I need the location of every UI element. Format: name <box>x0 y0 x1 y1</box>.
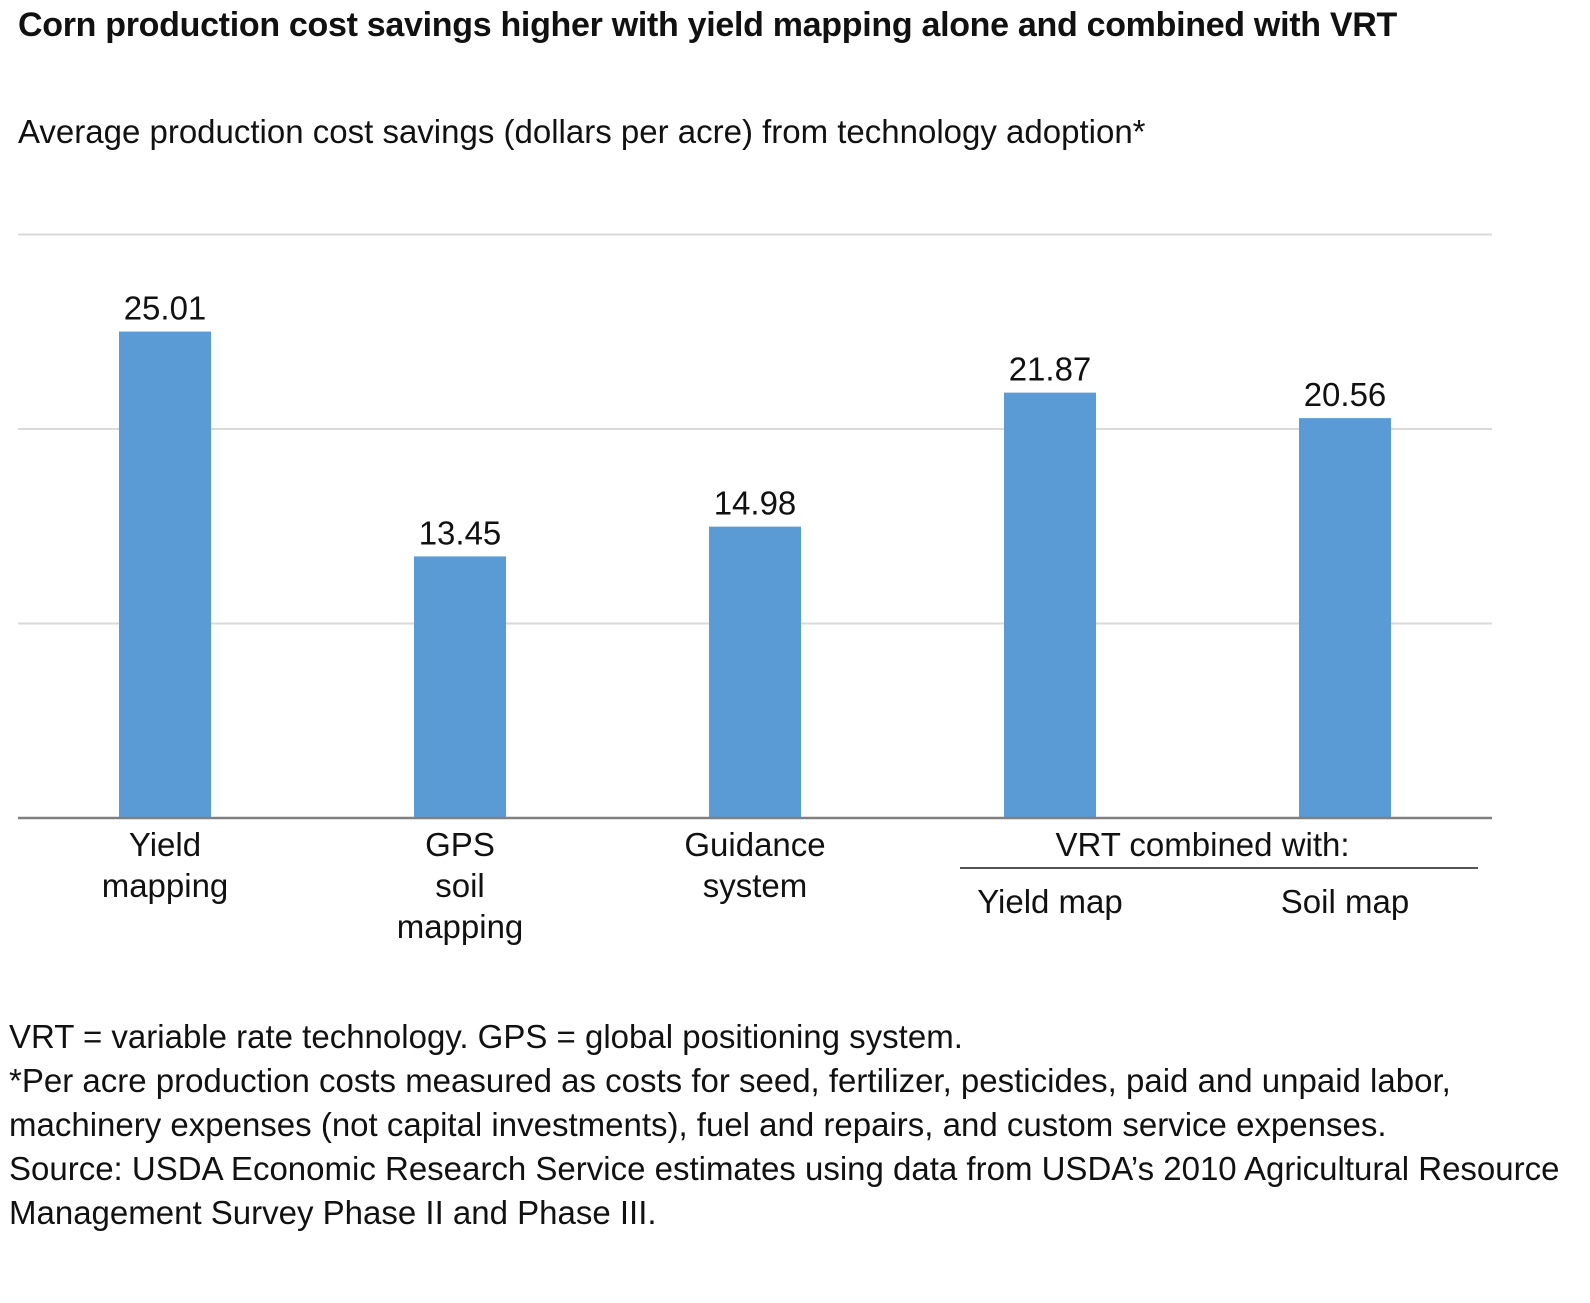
category-label-0: Yield mapping <box>102 826 229 904</box>
category-label-line: system <box>703 867 808 904</box>
chart-notes: VRT = variable rate technology. GPS = gl… <box>9 1015 1579 1235</box>
chart-subtitle: Average production cost savings (dollars… <box>18 113 1146 150</box>
category-label-2: Guidance system <box>684 826 825 904</box>
category-label-line: mapping <box>102 867 229 904</box>
bar-4 <box>1299 418 1391 818</box>
abbreviation-note: VRT = variable rate technology. GPS = gl… <box>9 1018 963 1055</box>
category-label-3: Yield map <box>977 883 1123 920</box>
chart-title: Corn production cost savings higher with… <box>18 6 1397 44</box>
value-label-1: 13.45 <box>419 514 502 551</box>
category-label-1: GPS soil mapping <box>397 826 524 945</box>
bar-0 <box>119 331 211 818</box>
category-label-line: GPS <box>425 826 495 863</box>
category-label-line: Soil map <box>1281 883 1409 920</box>
value-label-2: 14.98 <box>714 485 797 522</box>
source-note: Source: USDA Economic Research Service e… <box>9 1150 1560 1231</box>
bar-2 <box>709 526 801 818</box>
group-label: VRT combined with: <box>1055 826 1349 863</box>
cost-definition-note: *Per acre production costs measured as c… <box>9 1062 1451 1143</box>
value-label-3: 21.87 <box>1009 351 1092 388</box>
category-label-line: Yield <box>129 826 201 863</box>
value-label-4: 20.56 <box>1304 376 1387 413</box>
category-label-line: Guidance <box>684 826 825 863</box>
value-label-0: 25.01 <box>124 290 207 327</box>
category-label-line: Yield map <box>977 883 1123 920</box>
category-label-line: soil <box>435 867 485 904</box>
bar-1 <box>414 556 506 818</box>
category-label-line: mapping <box>397 908 524 945</box>
bar-3 <box>1004 392 1096 818</box>
category-label-4: Soil map <box>1281 883 1409 920</box>
